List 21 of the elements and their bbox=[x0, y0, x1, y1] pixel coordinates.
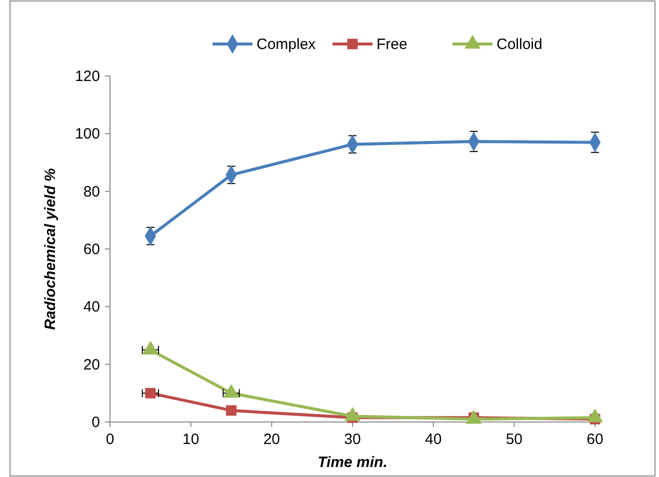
y-tick-label: 0 bbox=[92, 414, 100, 431]
x-tick-label: 10 bbox=[182, 431, 200, 448]
x-tick-label: 30 bbox=[344, 431, 361, 448]
x-tick-label: 0 bbox=[106, 431, 114, 448]
y-axis-title: Radiochemical yield % bbox=[42, 168, 59, 330]
y-tick-label: 120 bbox=[74, 68, 100, 85]
point bbox=[145, 388, 156, 398]
y-tick-label: 20 bbox=[83, 356, 100, 374]
legend-label: Complex bbox=[256, 36, 316, 53]
x-tick-label: 50 bbox=[506, 431, 523, 448]
x-tick-label: 60 bbox=[586, 431, 604, 448]
point bbox=[226, 405, 236, 416]
x-axis-title: Time min. bbox=[318, 454, 388, 471]
y-tick-label: 60 bbox=[83, 241, 100, 258]
y-tick-label: 80 bbox=[83, 183, 100, 200]
x-tick-label: 40 bbox=[424, 431, 442, 448]
legend-label: Colloid bbox=[496, 36, 542, 53]
y-tick-label: 40 bbox=[83, 298, 100, 316]
y-tick-label: 100 bbox=[74, 126, 100, 143]
x-tick-label: 20 bbox=[263, 431, 280, 448]
legend-label: Free bbox=[376, 36, 408, 53]
